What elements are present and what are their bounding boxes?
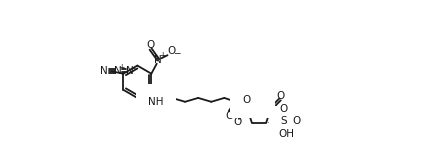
Text: O: O (147, 40, 155, 50)
Text: NH: NH (148, 97, 164, 107)
Text: −: − (173, 48, 181, 57)
Text: O: O (277, 91, 285, 101)
Text: O: O (292, 116, 300, 126)
Text: N: N (114, 66, 122, 76)
Text: N: N (255, 95, 263, 105)
Text: O: O (243, 95, 251, 105)
Text: NH: NH (148, 97, 164, 107)
Text: N: N (126, 66, 133, 76)
Text: N: N (255, 95, 263, 105)
Text: N: N (100, 66, 108, 76)
Text: OH: OH (278, 129, 294, 139)
Text: O: O (167, 46, 176, 56)
Text: N: N (154, 55, 162, 65)
Text: +: + (118, 63, 124, 72)
Text: O: O (226, 111, 234, 121)
Text: O: O (233, 117, 241, 127)
Text: −: − (129, 64, 136, 73)
Text: +: + (159, 51, 165, 60)
Text: S: S (280, 116, 286, 126)
Text: O: O (279, 104, 287, 114)
Text: O: O (243, 95, 251, 105)
